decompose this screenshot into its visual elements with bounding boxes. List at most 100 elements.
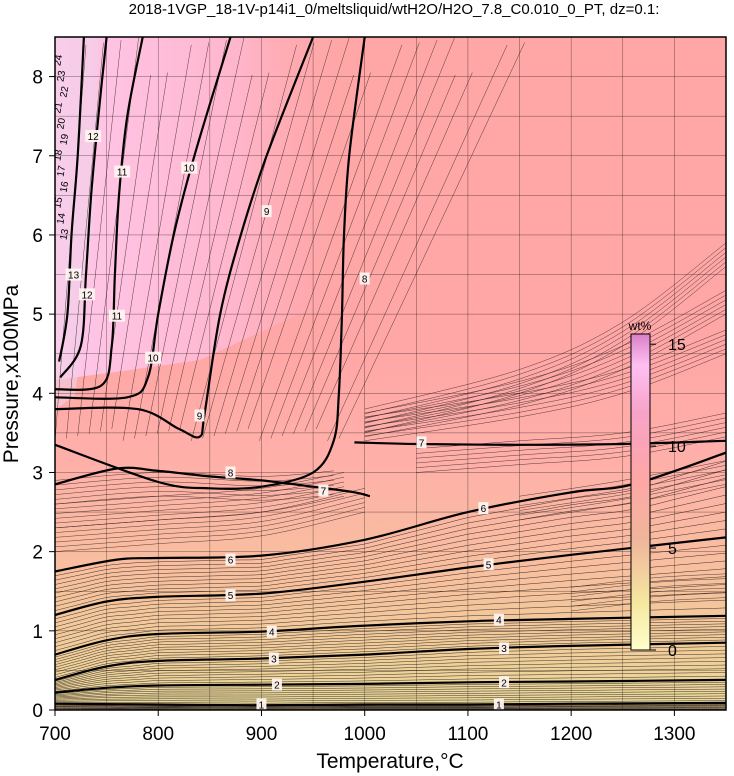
colorbar-tick-label: 0 xyxy=(668,643,677,660)
contour-label-text: 10 xyxy=(184,164,196,175)
contour-label-bg xyxy=(145,351,162,364)
contour-label-text: 2 xyxy=(274,681,280,692)
minor-contour xyxy=(270,42,420,439)
contour-label-bg xyxy=(493,698,504,710)
cluster-label: 14 xyxy=(55,212,68,225)
contour-label: 8 xyxy=(359,272,370,285)
y-tick-label: 4 xyxy=(32,384,43,405)
y-tick-label: 7 xyxy=(32,147,43,168)
minor-contour xyxy=(55,620,726,660)
minor-contour xyxy=(364,348,726,437)
minor-contour xyxy=(55,700,726,704)
minor-contour xyxy=(55,634,726,673)
steep-cluster-labels: 24 23 22 21 20 19 18 17 16 15 14 13 xyxy=(52,53,71,240)
minor-contour xyxy=(213,40,332,437)
contour-label-text: 12 xyxy=(88,132,100,143)
contour-label-bg xyxy=(114,165,131,178)
minor-contour xyxy=(55,675,726,692)
colorbar-ramp xyxy=(630,333,651,651)
minor-contour xyxy=(55,494,334,505)
minor-contour xyxy=(55,552,726,624)
minor-contour xyxy=(55,486,345,519)
contour-label-bg xyxy=(225,553,236,566)
minor-contour xyxy=(55,592,726,643)
minor-contour xyxy=(55,705,726,708)
contour-label-bg xyxy=(493,613,504,626)
contour-label-bg xyxy=(416,436,427,449)
contour-label-bg xyxy=(79,288,96,301)
minor-contour xyxy=(202,42,315,439)
contour-label: 6 xyxy=(478,502,489,515)
minor-contour xyxy=(168,74,253,432)
contour-label: 1 xyxy=(256,698,267,710)
cluster-label: 21 xyxy=(52,101,65,114)
y-axis-title: Pressure,x100MPa xyxy=(0,284,23,463)
x-tick-label: 1000 xyxy=(344,724,386,745)
contour-label: 3 xyxy=(268,652,279,666)
contour-label: 5 xyxy=(483,558,494,571)
minor-contour xyxy=(364,266,726,434)
minor-contour xyxy=(55,653,726,684)
minor-contour xyxy=(77,40,122,437)
cluster-label: 20 xyxy=(55,117,68,130)
minor-contour xyxy=(55,661,726,687)
minor-contour xyxy=(55,681,726,694)
major-contour xyxy=(55,641,726,681)
minor-contour xyxy=(55,477,726,585)
contour-label-bg xyxy=(261,205,272,218)
minor-contour xyxy=(122,44,192,441)
minor-contour xyxy=(55,688,726,698)
minor-contour xyxy=(55,599,726,647)
contour-label-text: 8 xyxy=(362,274,368,285)
minor-contour xyxy=(364,344,726,432)
minor-contour xyxy=(364,247,726,415)
major-contour xyxy=(354,439,726,446)
minor-contour xyxy=(316,72,473,429)
contour-label-bg xyxy=(478,502,489,515)
y-tick-label: 6 xyxy=(32,226,43,247)
minor-contour xyxy=(364,252,726,419)
major-contour xyxy=(55,37,144,391)
contour-label-text: 1 xyxy=(496,700,502,711)
contour-label-text: 5 xyxy=(486,560,492,571)
x-tick-label: 700 xyxy=(39,724,71,745)
contour-label-bg xyxy=(225,589,236,602)
contour-label-text: 9 xyxy=(264,207,270,218)
contour-label: 6 xyxy=(225,553,236,567)
contour-label-bg xyxy=(108,309,125,322)
major-contour xyxy=(55,678,726,694)
contour-label-text: 13 xyxy=(68,271,80,282)
colorbar-tick-label: 15 xyxy=(668,337,686,354)
minor-contour xyxy=(55,664,726,688)
contour-label: 12 xyxy=(85,129,102,143)
minor-contour xyxy=(55,623,726,663)
minor-contour xyxy=(55,469,726,581)
high-water-pink-region xyxy=(55,37,360,380)
minor-contour xyxy=(157,37,245,434)
minor-contour xyxy=(55,489,334,500)
minor-contour xyxy=(225,37,350,434)
minor-contour xyxy=(55,637,726,676)
minor-contour xyxy=(55,684,726,696)
minor-contour xyxy=(293,37,455,434)
contour-label: 4 xyxy=(266,625,277,639)
minor-contour xyxy=(571,592,726,607)
contour-label-bg xyxy=(268,652,279,665)
minor-contour xyxy=(179,72,270,429)
contour-label-bg xyxy=(65,268,82,281)
minor-contour xyxy=(55,568,726,632)
minor-contour xyxy=(55,698,726,702)
y-tick-label: 5 xyxy=(32,305,43,326)
contour-label-bg xyxy=(85,129,102,142)
minor-contour xyxy=(55,584,726,639)
minor-contour xyxy=(364,299,726,423)
contour-label: 1 xyxy=(493,698,504,711)
minor-contour xyxy=(364,294,726,418)
minor-contour xyxy=(571,583,726,597)
contour-label-bg xyxy=(499,642,510,655)
contour-label-bg xyxy=(266,625,277,638)
minor-contours xyxy=(55,37,726,710)
minor-contour xyxy=(364,313,726,437)
x-tick-label: 800 xyxy=(142,724,174,745)
